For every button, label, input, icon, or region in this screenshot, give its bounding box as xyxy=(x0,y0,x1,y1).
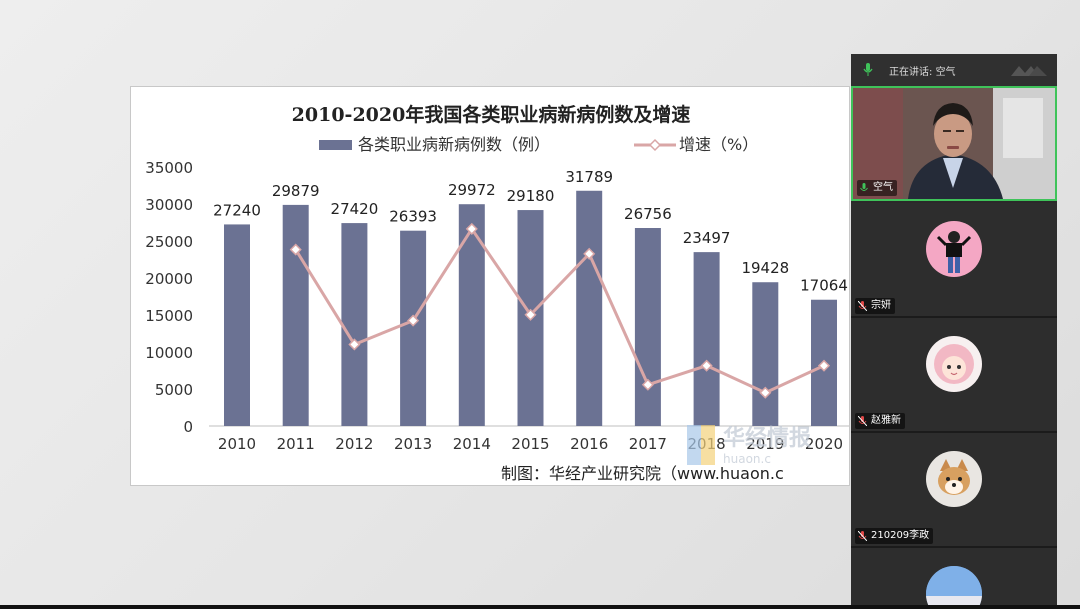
growth-marker xyxy=(348,338,361,351)
x-tick-label: 2014 xyxy=(453,435,491,453)
microphone-muted-icon xyxy=(858,531,867,541)
bar-value-label: 29879 xyxy=(272,182,320,200)
bar xyxy=(282,204,309,426)
bar xyxy=(341,223,368,426)
chart-title: 2010-2020年我国各类职业病新病例数及增速 xyxy=(292,103,691,126)
bar xyxy=(634,228,661,426)
growth-marker xyxy=(289,243,302,256)
watermark-subtext: huaon.c xyxy=(723,452,771,466)
y-tick-label: 15000 xyxy=(145,307,193,325)
growth-line xyxy=(294,226,825,395)
watermark-logo xyxy=(687,425,701,465)
watermark-text: 华经情报 xyxy=(723,425,811,451)
participant-name-tag: 空气 xyxy=(857,180,897,196)
x-tick-label: 2016 xyxy=(570,435,608,453)
bar-value-label: 29972 xyxy=(448,181,496,199)
growth-marker xyxy=(641,378,654,391)
avatar xyxy=(926,221,982,277)
avatar-image xyxy=(936,231,972,273)
bar-value-label: 27420 xyxy=(331,200,379,218)
y-tick-label: 35000 xyxy=(145,159,193,177)
microphone-icon xyxy=(860,183,868,191)
avatar-image xyxy=(926,566,982,605)
microphone-muted-icon xyxy=(858,416,867,426)
bar-value-label: 29180 xyxy=(507,187,555,205)
growth-marker xyxy=(700,359,713,372)
legend-bar-label: 各类职业病新病例数（例） xyxy=(358,135,550,154)
bar-value-label: 23497 xyxy=(683,229,731,247)
microphone-muted-icon xyxy=(858,301,867,311)
legend-bar-swatch xyxy=(319,140,352,150)
legend-line-marker xyxy=(648,138,662,152)
microphone-icon xyxy=(863,63,873,76)
participant-tile-speaker[interactable]: 空气 xyxy=(851,86,1057,201)
avatar-image xyxy=(938,459,970,495)
presentation-slide: 2010-2020年我国各类职业病新病例数及增速各类职业病新病例数（例） 增速（%… xyxy=(130,86,850,486)
x-tick-label: 2011 xyxy=(277,435,315,453)
watermark-logo xyxy=(701,425,715,465)
avatar xyxy=(926,336,982,392)
growth-marker xyxy=(759,386,772,399)
participant-panel: 正在讲话: 空气 空气 xyxy=(851,54,1057,605)
chart-source: 制图：华经产业研究院（www.huaon.c xyxy=(501,464,784,483)
bar xyxy=(576,190,603,426)
avatar xyxy=(926,566,982,605)
bar-value-label: 31789 xyxy=(565,168,613,186)
participant-tile[interactable]: 赵雅新 xyxy=(851,318,1057,433)
speaking-indicator: 正在讲话: 空气 xyxy=(889,67,956,78)
growth-marker xyxy=(817,359,831,372)
y-tick-label: 25000 xyxy=(145,233,193,251)
bar xyxy=(400,230,427,426)
x-tick-label: 2012 xyxy=(335,435,373,453)
y-tick-label: 10000 xyxy=(145,344,193,362)
bar-value-label: 26756 xyxy=(624,205,672,223)
taskbar xyxy=(0,605,1080,609)
bar xyxy=(752,282,779,426)
bar-value-label: 26393 xyxy=(389,208,437,226)
growth-marker xyxy=(407,314,420,327)
y-tick-label: 0 xyxy=(183,418,193,436)
avatar xyxy=(926,451,982,507)
bar-value-label: 19428 xyxy=(741,259,789,277)
x-tick-label: 2010 xyxy=(218,435,256,453)
bar-value-label: 17064 xyxy=(800,277,848,295)
bar xyxy=(458,204,485,426)
participant-name-tag: 210209李政 xyxy=(855,528,934,544)
layout-switch-icon[interactable] xyxy=(1009,62,1049,78)
participant-tile[interactable]: 宗妍 xyxy=(851,203,1057,318)
participant-tile[interactable] xyxy=(851,548,1057,605)
panel-header: 正在讲话: 空气 xyxy=(851,54,1057,86)
participant-name-tag: 宗妍 xyxy=(855,298,895,314)
y-tick-label: 5000 xyxy=(155,381,193,399)
growth-marker xyxy=(465,222,478,235)
growth-marker xyxy=(524,308,537,321)
participant-tile[interactable]: 210209李政 xyxy=(851,433,1057,548)
legend-line-label: 增速（%） xyxy=(679,135,758,154)
participant-name-tag: 赵雅新 xyxy=(855,413,905,429)
avatar-image xyxy=(934,344,974,384)
x-tick-label: 2020 xyxy=(805,435,843,453)
x-tick-label: 2019 xyxy=(746,435,784,453)
x-tick-label: 2013 xyxy=(394,435,432,453)
x-tick-label: 2015 xyxy=(511,435,549,453)
bar xyxy=(693,252,720,426)
y-tick-label: 20000 xyxy=(145,270,193,288)
bar-value-label: 27240 xyxy=(213,201,261,219)
bar xyxy=(224,224,250,426)
growth-marker xyxy=(583,247,596,260)
y-tick-label: 30000 xyxy=(145,196,193,214)
x-tick-label: 2017 xyxy=(629,435,667,453)
